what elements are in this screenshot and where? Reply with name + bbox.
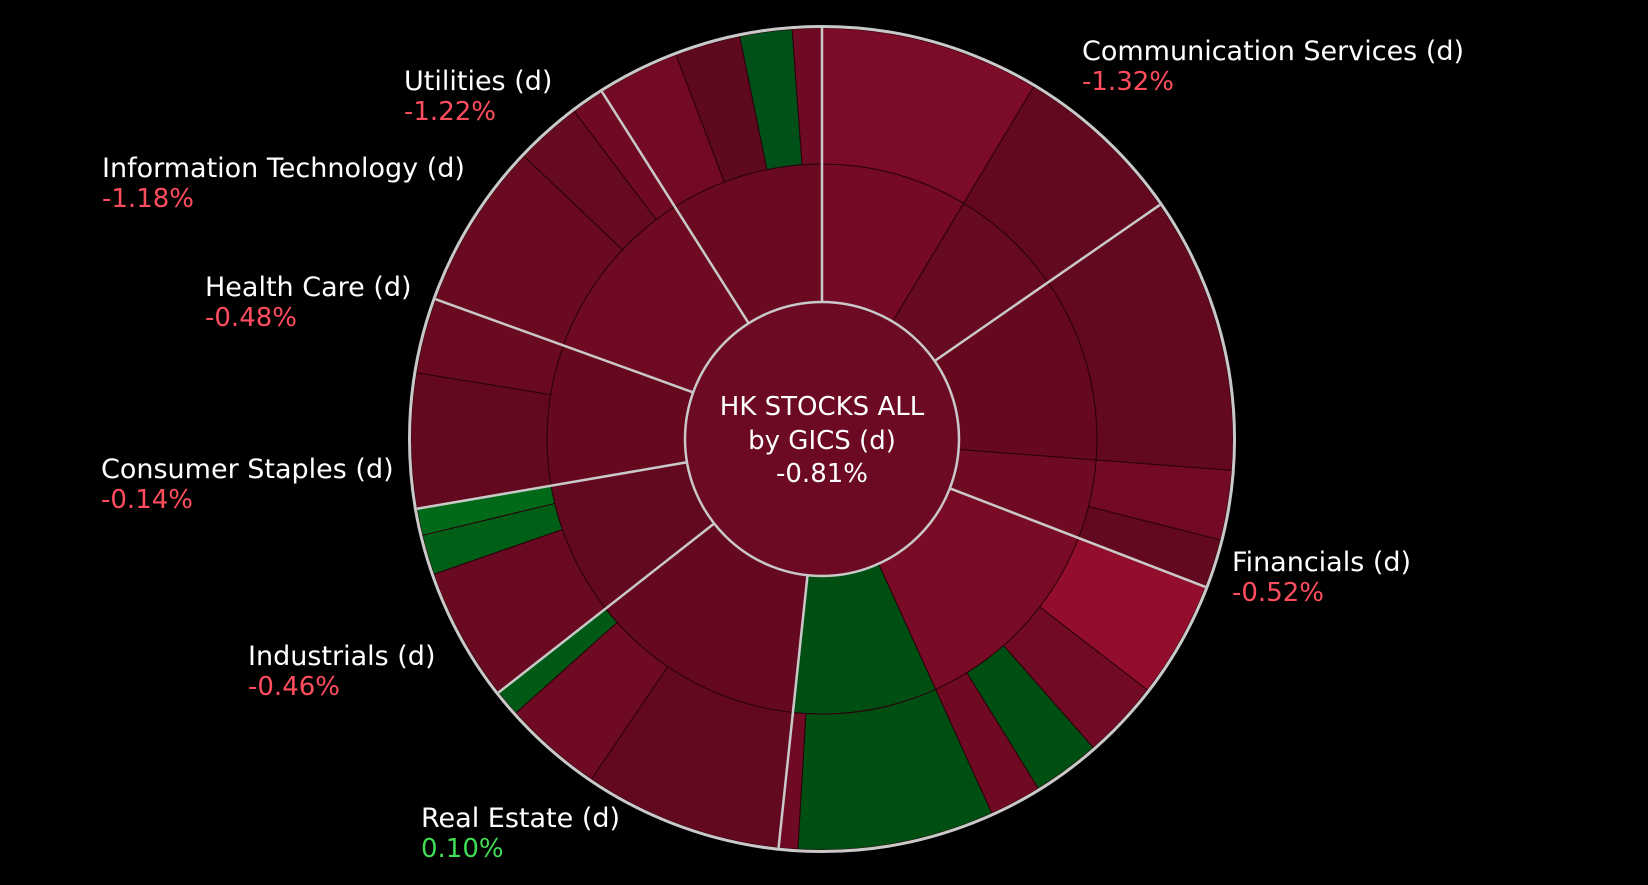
label-consumer-staples: Consumer Staples (d) -0.14% (101, 454, 394, 516)
label-industrials: Industrials (d) -0.46% (248, 641, 435, 703)
label-information-technology: Information Technology (d) -1.18% (102, 153, 465, 215)
sector-change: -0.52% (1232, 578, 1324, 608)
sector-name: Information Technology (d) (102, 153, 465, 184)
sector-name: Consumer Staples (d) (101, 454, 394, 485)
label-health-care: Health Care (d) -0.48% (205, 272, 412, 334)
sector-name: Utilities (d) (404, 66, 553, 97)
sector-name: Industrials (d) (248, 641, 436, 672)
sector-change: -1.22% (404, 97, 496, 127)
sector-divider (497, 522, 715, 694)
sector-divider (777, 575, 809, 848)
sector-name: Financials (d) (1232, 547, 1412, 578)
sector-divider (949, 487, 1206, 589)
label-financials: Financials (d) -0.52% (1232, 547, 1411, 609)
center-title: HK STOCKS ALL (720, 392, 925, 422)
sector-divider (435, 298, 694, 394)
sector-change: -0.48% (205, 303, 297, 333)
center-change: -0.81% (776, 459, 868, 489)
sector-change: 0.10% (421, 834, 504, 864)
sector-name: Real Estate (d) (421, 803, 621, 834)
sector-name: Communication Services (d) (1082, 36, 1465, 67)
sector-change: -0.46% (248, 672, 340, 702)
sector-divider (416, 461, 688, 511)
sector-name: Health Care (d) (205, 272, 412, 303)
label-real-estate: Real Estate (d) 0.10% (421, 803, 620, 865)
label-communication-services: Communication Services (d) -1.32% (1082, 36, 1464, 98)
sector-change: -1.18% (102, 184, 194, 214)
sector-dividers (408, 25, 1236, 853)
label-utilities: Utilities (d) -1.22% (404, 66, 552, 128)
sector-change: -0.14% (101, 485, 193, 515)
center-subtitle: by GICS (d) (748, 426, 896, 456)
sector-divider (600, 91, 750, 324)
outer-border (408, 25, 1236, 853)
sector-change: -1.32% (1082, 67, 1174, 97)
center-disc (683, 300, 961, 578)
sector-divider (933, 203, 1161, 362)
